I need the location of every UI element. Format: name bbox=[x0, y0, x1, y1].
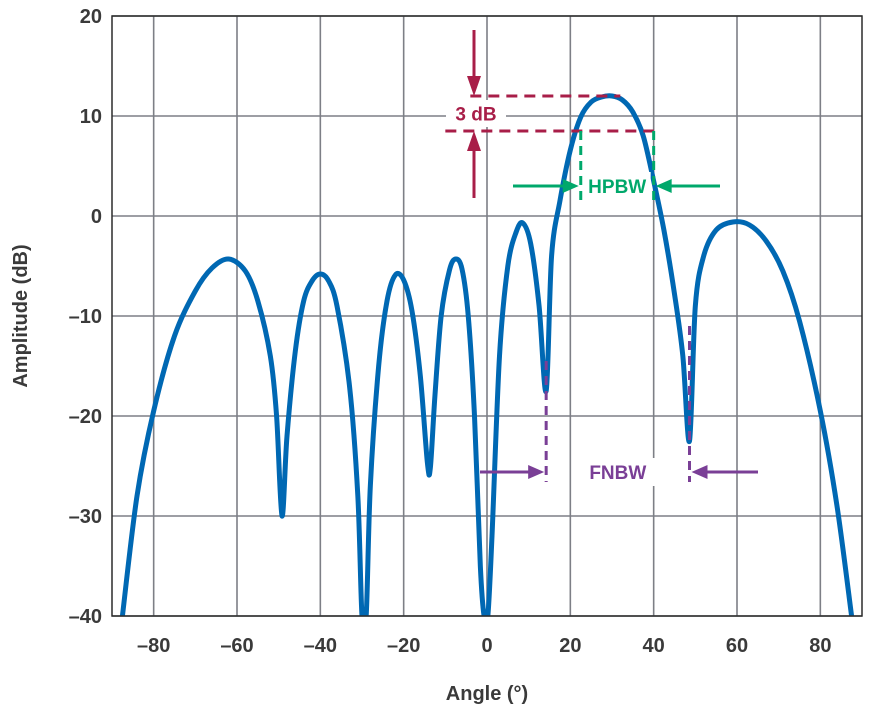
arrow-head bbox=[467, 76, 481, 96]
x-axis-title: Angle (°) bbox=[446, 683, 528, 705]
series-layer bbox=[119, 93, 855, 616]
x-tick-label: –20 bbox=[387, 635, 420, 657]
series-line bbox=[119, 93, 855, 616]
y-tick-label: –20 bbox=[69, 406, 102, 428]
x-tick-label: 60 bbox=[726, 635, 748, 657]
three-db-label: 3 dB bbox=[455, 105, 496, 126]
y-tick-label: 20 bbox=[80, 6, 102, 28]
arrow-head bbox=[655, 179, 672, 193]
y-axis-ticks: 20 10 0 –10 –20 –30 –40 bbox=[69, 6, 102, 628]
x-axis-ticks: –80 –60 –40 –20 0 20 40 60 80 bbox=[137, 635, 831, 657]
y-tick-label: –10 bbox=[69, 306, 102, 328]
plot-frame bbox=[111, 15, 863, 617]
fnbw-label-bg bbox=[579, 458, 656, 486]
annotations: 3 dB HPBW FNBW bbox=[445, 30, 758, 486]
hpbw-label-bg bbox=[583, 172, 651, 200]
x-tick-label: 40 bbox=[643, 635, 665, 657]
arrow-head bbox=[467, 131, 481, 151]
x-tick-label: –60 bbox=[220, 635, 253, 657]
arrow-head bbox=[691, 465, 708, 479]
grid bbox=[112, 15, 862, 617]
x-tick-label: 0 bbox=[481, 635, 492, 657]
y-axis-title: Amplitude (dB) bbox=[10, 244, 32, 387]
hpbw-label: HPBW bbox=[588, 177, 646, 198]
x-tick-label: 20 bbox=[559, 635, 581, 657]
arrow-head bbox=[562, 179, 579, 193]
y-tick-label: 10 bbox=[80, 106, 102, 128]
x-tick-label: –80 bbox=[137, 635, 170, 657]
arrow-head bbox=[528, 465, 545, 479]
y-tick-label: 0 bbox=[91, 206, 102, 228]
x-tick-label: –40 bbox=[304, 635, 337, 657]
three-db-label-bg bbox=[446, 100, 506, 127]
y-tick-label: –30 bbox=[69, 506, 102, 528]
x-tick-label: 80 bbox=[809, 635, 831, 657]
fnbw-label: FNBW bbox=[589, 463, 646, 484]
y-tick-label: –40 bbox=[69, 606, 102, 628]
